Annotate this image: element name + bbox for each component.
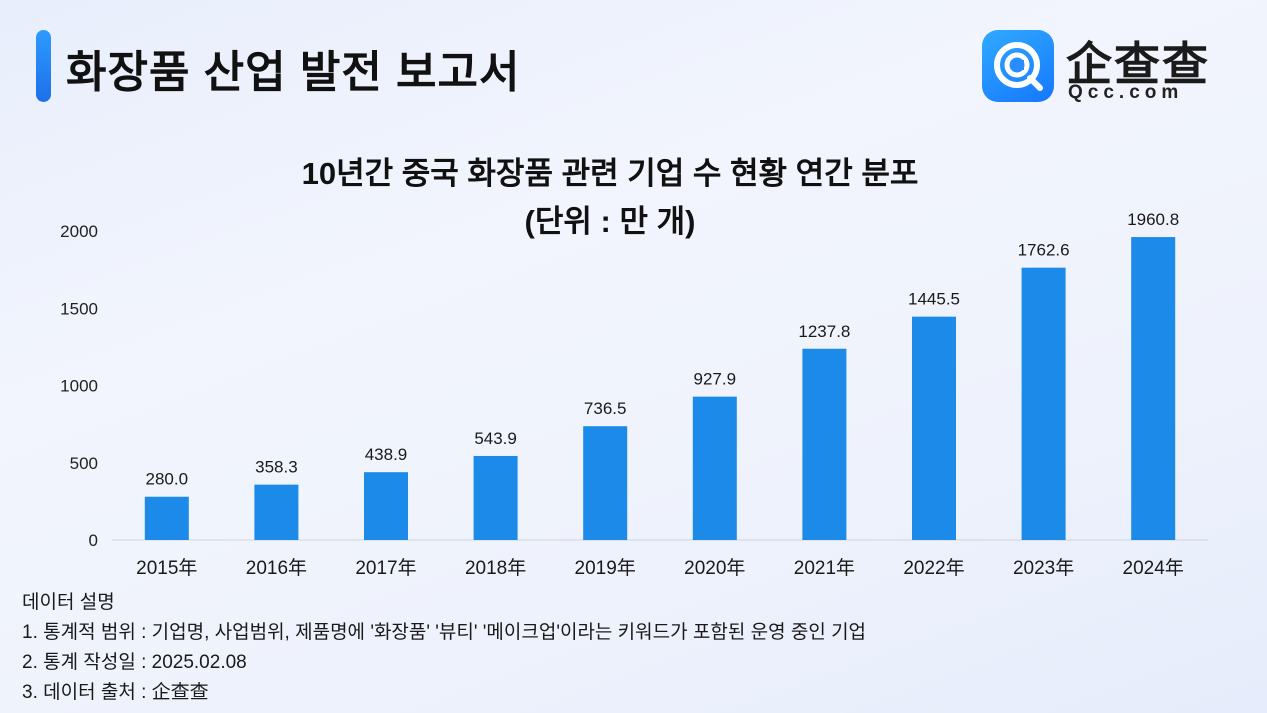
note-source: 3. 데이터 출처 : 企查查 — [22, 682, 209, 703]
note-scope: 1. 통계적 범위 : 기업명, 사업범위, 제품명에 '화장품' '뷰티' '… — [22, 622, 867, 643]
bar — [1131, 237, 1176, 540]
data-label: 438.9 — [365, 445, 408, 464]
title-accent-bar — [36, 30, 51, 102]
bar — [1021, 267, 1066, 540]
chart-subtitle: (단위 : 만 개) — [524, 204, 696, 239]
x-tick-label: 2020年 — [684, 557, 745, 579]
y-tick-label: 2000 — [60, 222, 98, 241]
data-label: 927.9 — [694, 370, 737, 389]
notes-heading: 데이터 설명 — [22, 592, 115, 613]
chart-title: 10년간 중국 화장품 관련 기업 수 현황 연간 분포 — [301, 156, 919, 191]
data-label: 358.3 — [255, 458, 298, 477]
data-label: 1237.8 — [798, 322, 850, 341]
x-tick-label: 2018年 — [465, 557, 526, 579]
data-label: 543.9 — [474, 429, 517, 448]
bar — [473, 455, 518, 540]
data-label: 280.0 — [146, 470, 189, 489]
y-tick-label: 1000 — [60, 377, 98, 396]
logo-subtext: Qcc.com — [1068, 82, 1184, 103]
report-title: 화장품 산업 발전 보고서 — [66, 48, 521, 97]
x-tick-label: 2024年 — [1123, 557, 1184, 579]
data-notes: 데이터 설명 1. 통계적 범위 : 기업명, 사업범위, 제품명에 '화장품'… — [22, 588, 866, 708]
x-tick-label: 2017年 — [355, 557, 416, 579]
bar — [583, 426, 628, 540]
bar — [912, 316, 956, 540]
x-tick-label: 2022年 — [903, 557, 964, 579]
data-label: 1445.5 — [908, 290, 960, 309]
qcc-logo: 企查查 Qcc.com — [982, 28, 1222, 104]
y-tick-label: 500 — [70, 454, 98, 473]
x-tick-label: 2019年 — [575, 557, 636, 579]
note-date: 2. 통계 작성일 : 2025.02.08 — [22, 652, 247, 673]
y-tick-label: 0 — [89, 531, 98, 550]
bar — [254, 484, 299, 540]
x-tick-label: 2021年 — [794, 557, 855, 579]
data-label: 736.5 — [584, 399, 627, 418]
x-tick-label: 2023年 — [1013, 557, 1074, 579]
x-tick-label: 2016年 — [246, 557, 307, 579]
bar — [692, 396, 737, 540]
bar — [802, 348, 847, 540]
x-tick-label: 2015年 — [136, 557, 197, 579]
y-tick-label: 1500 — [60, 299, 98, 318]
data-label: 1762.6 — [1018, 241, 1070, 260]
bar — [144, 496, 189, 540]
data-label: 1960.8 — [1127, 210, 1179, 229]
logo-text: 企查查 — [1066, 38, 1210, 90]
qcc-logo-icon — [982, 30, 1054, 102]
bar — [364, 472, 408, 540]
